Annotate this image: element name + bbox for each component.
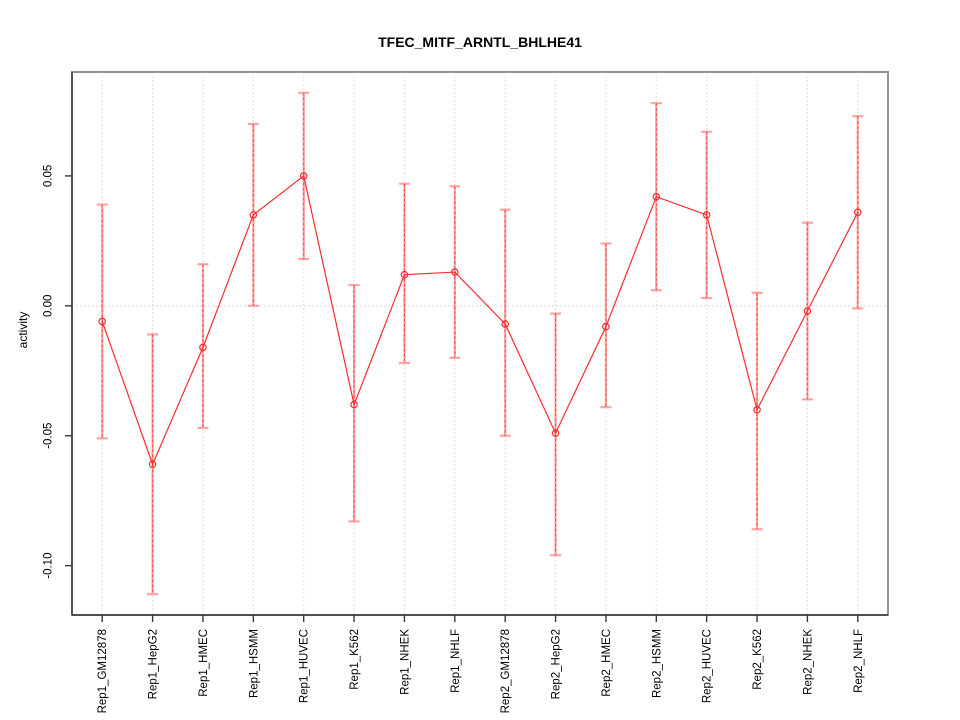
data-point <box>853 208 862 217</box>
data-point <box>350 400 358 409</box>
x-tick-label: Rep1_NHLF <box>450 629 462 693</box>
x-tick-label: Rep1_HepG2 <box>148 629 160 699</box>
y-axis-label: activity <box>16 312 30 349</box>
data-point <box>803 307 812 315</box>
x-tick-label: Rep1_HUVEC <box>299 629 311 703</box>
data-point <box>702 211 711 219</box>
x-tick-label: Rep2_GM12878 <box>500 629 512 713</box>
x-tick-label: Rep1_HMEC <box>198 629 210 697</box>
x-tick-label: Rep1_K562 <box>349 629 361 690</box>
y-tick-label: -0.10 <box>43 553 55 579</box>
data-point <box>501 320 509 328</box>
y-tick-label: -0.05 <box>43 423 55 449</box>
data-point <box>148 460 157 469</box>
data-point <box>199 343 207 352</box>
data-point <box>602 322 610 331</box>
x-tick-label: Rep2_HSMM <box>651 629 663 698</box>
data-point <box>249 211 258 219</box>
x-tick-label: Rep2_K562 <box>752 629 764 690</box>
plot-border <box>71 71 889 616</box>
y-tick-label: 0.00 <box>43 295 55 317</box>
data-point <box>98 317 107 326</box>
x-tick-label: Rep2_NHEK <box>802 629 814 695</box>
data-point <box>753 405 761 414</box>
data-point <box>400 270 409 279</box>
x-tick-label: Rep2_NHLF <box>853 629 865 693</box>
x-tick-label: Rep2_HMEC <box>601 629 613 697</box>
y-tick-label: 0.05 <box>43 165 55 187</box>
data-point <box>652 192 661 201</box>
chart-title: TFEC_MITF_ARNTL_BHLHE41 <box>378 34 582 50</box>
x-tick-label: Rep1_HSMM <box>248 629 260 698</box>
data-point <box>551 429 560 437</box>
x-tick-label: Rep2_HepG2 <box>551 629 563 699</box>
x-tick-label: Rep1_NHEK <box>399 629 411 695</box>
data-point <box>299 172 308 180</box>
x-tick-label: Rep1_GM12878 <box>97 629 109 713</box>
x-tick-label: Rep2_HUVEC <box>702 629 714 703</box>
data-point <box>451 268 459 276</box>
series-line <box>101 174 859 466</box>
